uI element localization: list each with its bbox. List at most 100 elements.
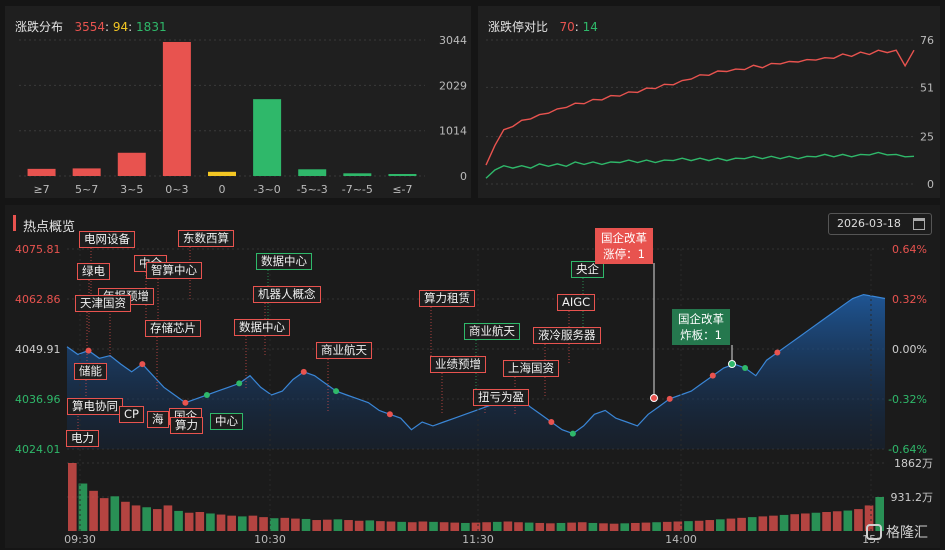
hot-tag-10[interactable]: 数据中心 [234,319,290,336]
volume-bar-61 [716,519,725,531]
hot-tag-8[interactable]: 数据中心 [256,253,312,270]
hot-tag-24[interactable]: 海 [147,411,169,428]
dist-ytick: 0 [460,170,467,183]
volume-bar-39 [482,522,491,531]
index-line [66,293,886,435]
volume-bar-11 [184,512,194,531]
limit-up-count: 70 [559,20,575,34]
hot-tag-26[interactable]: 算力 [170,417,203,434]
hot-tag-6[interactable]: 天津国资 [75,295,131,312]
volume-bar-0 [68,463,77,531]
volume-bar-62 [726,518,736,531]
callout-limit-up[interactable]: 国企改革 涨停：1 [595,228,653,264]
hot-tag-20[interactable]: 储能 [74,363,107,380]
watermark-logo: 格隆汇 [866,522,928,542]
volume-bar-27 [354,520,364,531]
hot-tag-19[interactable]: 央企 [571,261,604,278]
dist-xtick: ≥7 [33,183,49,196]
event-marker-10 [666,395,673,402]
callout-limit-up-line1: 国企改革 [601,231,647,245]
hot-tag-9[interactable]: 机器人概念 [253,286,321,303]
volume-bar-51 [609,523,619,531]
volume-bar-37 [461,522,470,531]
dist-bar-4 [208,171,236,176]
dist-bar-2 [117,152,146,176]
event-marker-0 [85,347,92,354]
event-marker-1 [139,361,146,368]
hot-ytick-left: 4062.86 [15,293,61,306]
volume-bar-14 [216,514,226,531]
hot-tag-0[interactable]: 电网设备 [79,231,135,248]
volume-bar-43 [524,522,534,531]
volume-bar-3 [99,498,109,531]
limit-panel: 涨跌停对比 70: 14 76 51 25 0 [478,6,940,198]
limit-ytick: 51 [920,81,934,94]
volume-bar-5 [121,501,130,531]
event-marker-7 [386,411,393,418]
hot-ytick-left: 4075.81 [15,243,61,256]
volume-bar-66 [769,515,778,531]
volume-bar-4 [110,496,120,531]
callout-broken[interactable]: 国企改革 炸板：1 [672,309,730,345]
limit-sep: : [574,20,579,34]
volume-bar-19 [269,518,279,531]
hot-ytick-right: -0.32% [888,393,927,406]
volume-bar-26 [344,520,353,531]
volume-bar-16 [237,516,247,531]
volume-bar-2 [89,490,98,531]
dist-xtick: 0~3 [165,183,188,196]
dist-up-count: 3554 [74,20,106,34]
hot-tag-13[interactable]: 商业航天 [464,323,520,340]
volume-bar-33 [418,521,428,531]
volume-bar-48 [577,522,587,531]
hot-tag-12[interactable]: 算力租赁 [419,290,475,307]
volume-bar-65 [758,516,768,531]
watermark-text: 格隆汇 [886,525,928,541]
dist-xtick: -3~0 [254,183,281,196]
hot-tag-11[interactable]: 商业航天 [316,342,372,359]
hot-tag-4[interactable]: 智算中心 [146,262,202,279]
volume-bar-6 [131,505,141,531]
hot-tag-16[interactable]: 扭亏为盈 [473,389,529,406]
volume-bar-56 [662,521,672,531]
volume-mid-label: 931.2万 [891,491,934,504]
index-intraday-chart: 4075.81 0.64% 4062.86 0.32% 4049.91 0.00% 4036… [15,243,934,546]
hot-tag-23[interactable]: 电力 [66,430,99,447]
hot-tag-18[interactable]: 液冷服务器 [533,327,601,344]
dist-bar-7 [343,173,372,176]
hot-tag-3[interactable]: 东数西算 [178,230,234,247]
volume-bar-7 [142,507,151,531]
volume-bar-47 [567,522,576,531]
dist-xtick: 0 [219,183,226,196]
hot-tag-17[interactable]: AIGC [557,294,596,311]
volume-bar-22 [301,518,311,531]
hot-ytick-right: 0.64% [892,243,927,256]
volume-bar-23 [312,520,321,531]
callout-broken-line1: 国企改革 [678,312,724,326]
dist-xtick: 5~7 [75,183,98,196]
volume-bar-60 [705,520,715,531]
volume-bar-15 [227,515,236,531]
volume-bar-63 [737,517,746,531]
hot-tag-7[interactable]: 存储芯片 [145,320,201,337]
dist-bar-1 [72,168,101,176]
volume-bar-42 [514,522,523,531]
dist-bar-3 [162,41,191,176]
hot-tag-1[interactable]: 绿电 [77,263,110,280]
volume-bar-18 [259,517,268,531]
hot-tag-21[interactable]: 算电协同 [67,398,123,415]
hot-ytick-left: 4024.01 [15,443,61,456]
hot-tag-22[interactable]: CP [119,406,144,423]
volume-bar-53 [631,522,640,531]
date-picker[interactable]: 2026-03-18 [828,213,932,235]
event-marker-6 [333,388,340,395]
volume-bar-71 [822,512,831,531]
volume-bar-12 [195,512,205,531]
hot-tag-14[interactable]: 业绩预增 [430,356,486,373]
volume-bar-69 [801,513,810,531]
volume-bar-17 [248,515,258,531]
hot-panel-title: 热点概览 [23,220,76,235]
hot-tag-15[interactable]: 上海国资 [503,360,559,377]
hot-tag-27[interactable]: 中心 [210,413,243,430]
limit-panel-title: 涨跌停对比 [488,20,549,34]
